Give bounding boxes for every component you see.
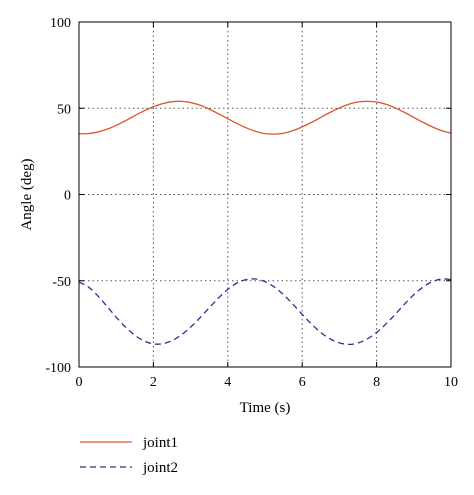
x-tick-label: 4 bbox=[224, 375, 231, 390]
legend-label-joint2: joint2 bbox=[142, 460, 178, 476]
series-lines bbox=[78, 100, 452, 346]
legend-label-joint1: joint1 bbox=[142, 435, 178, 451]
y-axis-title: Angle (deg) bbox=[19, 158, 35, 230]
series-line-joint1 bbox=[78, 100, 452, 135]
x-tick-label: 10 bbox=[444, 375, 458, 390]
y-tick-label: -50 bbox=[52, 275, 71, 290]
x-axis-title: Time (s) bbox=[240, 400, 291, 416]
axis-ticks: 0 2 4 6 8 10 100 50 0 -50 -100 bbox=[45, 16, 458, 390]
y-tick-label: 100 bbox=[50, 16, 71, 31]
x-tick-label: 2 bbox=[150, 375, 157, 390]
x-tick-label: 0 bbox=[76, 375, 83, 390]
y-tick-label: 0 bbox=[64, 189, 71, 204]
grid-lines bbox=[79, 22, 451, 367]
y-tick-label: -100 bbox=[45, 361, 71, 376]
x-tick-label: 6 bbox=[299, 375, 306, 390]
x-tick-label: 8 bbox=[373, 375, 380, 390]
legend: joint1 joint2 bbox=[80, 435, 178, 476]
y-tick-label: 50 bbox=[57, 102, 71, 117]
series-line-joint2 bbox=[78, 278, 452, 346]
